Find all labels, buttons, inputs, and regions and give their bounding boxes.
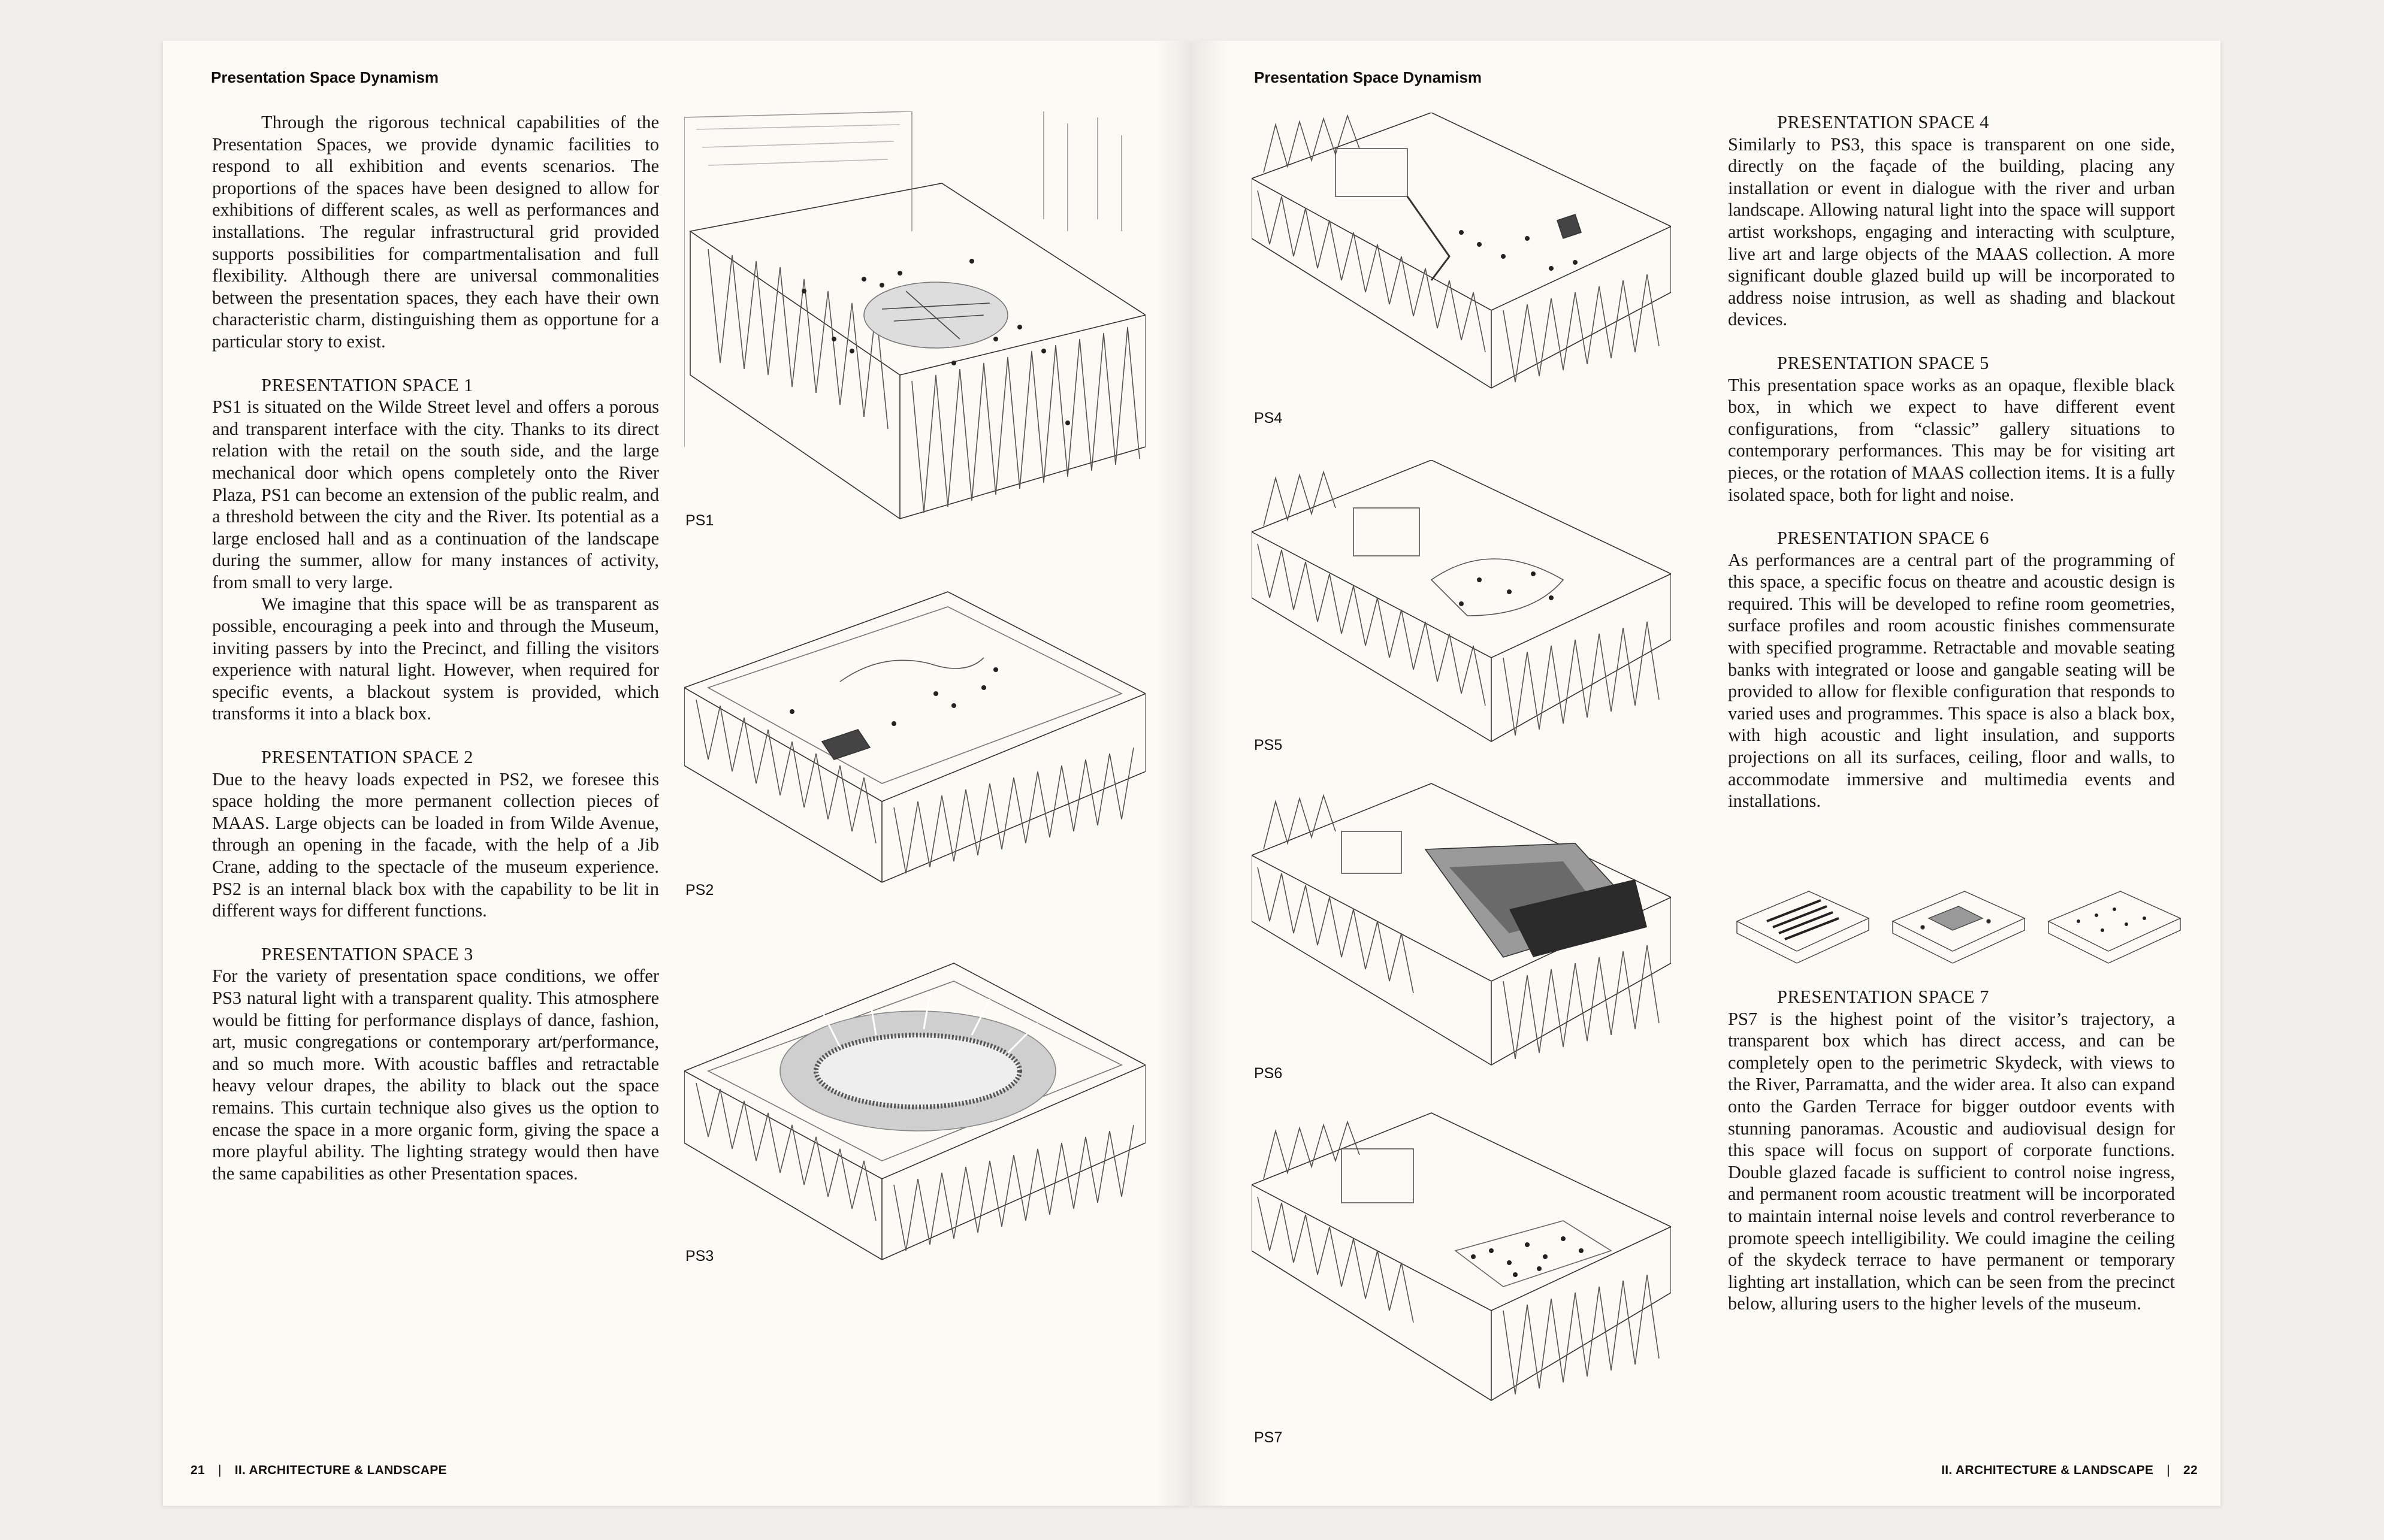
figure-label-ps6: PS6: [1254, 1065, 1283, 1082]
intro-paragraph: Through the rigorous technical capabilit…: [212, 112, 659, 352]
seating-config-3: [2047, 891, 2181, 964]
figure-label-ps3: PS3: [685, 1248, 714, 1264]
figure-label-ps5: PS5: [1254, 737, 1283, 754]
section-title-ps1: PRESENTATION SPACE 1: [261, 374, 473, 395]
gutter-shadow: [1192, 41, 1228, 1506]
ps4-axonometric-drawing: [1252, 113, 1671, 394]
page-header: Presentation Space Dynamism: [211, 68, 439, 86]
ps5-axonometric-drawing: [1252, 460, 1671, 748]
ps1-paragraph-1: PS1 is situated on the Wilde Street leve…: [212, 397, 659, 592]
ps6-axonometric-drawing: [1252, 777, 1671, 1071]
figure-label-ps2: PS2: [685, 882, 714, 898]
ps7-paragraph: PS7 is the highest point of the visitor’…: [1728, 1008, 2175, 1314]
ps5-paragraph: This presentation space works as an opaq…: [1728, 374, 2175, 505]
text-column-lower: PRESENTATION SPACE 7 PS7 is the highest …: [1728, 986, 2175, 1315]
seating-configuration-diagrams: [1731, 879, 2186, 969]
page-number: 22: [2183, 1463, 2198, 1477]
text-column: Through the rigorous technical capabilit…: [212, 111, 659, 1184]
gutter-shadow: [1156, 41, 1192, 1506]
section-title-ps7: PRESENTATION SPACE 7: [1777, 987, 1989, 1007]
page-footer-right: II. ARCHITECTURE & LANDSCAPE | 22: [1941, 1463, 2198, 1478]
footer-separator: |: [217, 1463, 222, 1477]
section-title-ps5: PRESENTATION SPACE 5: [1777, 352, 1989, 373]
ps3-paragraph: For the variety of presentation space co…: [212, 966, 659, 1184]
text-column: PRESENTATION SPACE 4 Similarly to PS3, t…: [1728, 111, 2175, 812]
left-page: Presentation Space Dynamism Through the …: [163, 41, 1192, 1506]
figure-label-ps1: PS1: [685, 512, 714, 529]
page-header: Presentation Space Dynamism: [1254, 68, 1482, 86]
figure-label-ps4: PS4: [1254, 410, 1283, 426]
right-page: Presentation Space Dynamism PS4: [1192, 41, 2220, 1506]
ps2-paragraph: Due to the heavy loads expected in PS2, …: [212, 769, 659, 921]
seating-config-2: [1892, 891, 2026, 964]
page-footer-left: 21 | II. ARCHITECTURE & LANDSCAPE: [191, 1463, 447, 1478]
ps1-paragraph-2: We imagine that this space will be as tr…: [212, 594, 659, 724]
section-title-ps3: PRESENTATION SPACE 3: [261, 943, 473, 964]
ps3-axonometric-drawing: [684, 927, 1146, 1263]
footer-section: II. ARCHITECTURE & LANDSCAPE: [1941, 1463, 2154, 1477]
footer-section: II. ARCHITECTURE & LANDSCAPE: [234, 1463, 447, 1477]
ps7-axonometric-drawing: [1252, 1107, 1671, 1406]
figure-label-ps7: PS7: [1254, 1429, 1283, 1446]
ps1-axonometric-drawing: [684, 111, 1146, 531]
seating-config-1: [1736, 891, 1870, 964]
ps2-axonometric-drawing: [684, 550, 1146, 885]
ps6-paragraph: As performances are a central part of th…: [1728, 549, 2175, 812]
footer-separator: |: [2167, 1463, 2171, 1477]
section-title-ps2: PRESENTATION SPACE 2: [261, 747, 473, 768]
ps4-paragraph: Similarly to PS3, this space is transpar…: [1728, 134, 2175, 330]
section-title-ps4: PRESENTATION SPACE 4: [1777, 112, 1989, 132]
section-title-ps6: PRESENTATION SPACE 6: [1777, 528, 1989, 549]
page-number: 21: [191, 1463, 205, 1477]
